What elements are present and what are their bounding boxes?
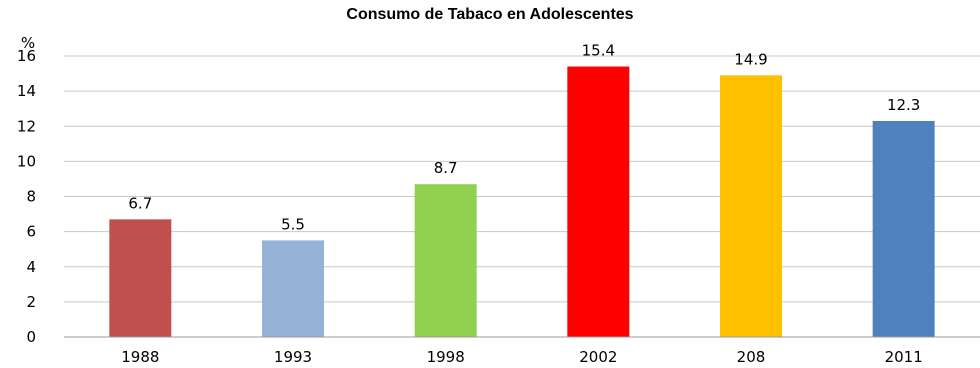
y-tick-label: 16 — [17, 47, 36, 65]
y-tick-label: 14 — [17, 82, 36, 100]
y-axis-label: % — [21, 34, 35, 52]
gridlines — [64, 55, 980, 338]
bar-2002 — [567, 66, 630, 337]
data-label: 14.9 — [734, 50, 767, 68]
chart-title: Consumo de Tabaco en Adolescentes — [346, 6, 634, 23]
bar-1993 — [262, 240, 324, 337]
data-label: 6.7 — [128, 194, 152, 212]
x-category-label: 1998 — [427, 348, 465, 366]
y-tick-label: 12 — [17, 117, 36, 135]
bar-208 — [720, 75, 782, 337]
y-tick-label: 0 — [26, 328, 36, 346]
x-category-label: 208 — [737, 348, 766, 366]
bar-1998 — [414, 184, 477, 337]
y-tick-label: 6 — [26, 223, 36, 241]
y-tick-label: 4 — [26, 258, 36, 276]
data-label: 12.3 — [887, 96, 920, 114]
bars — [109, 66, 935, 337]
x-axis-categories: 1988 1993 1998 2002 208 2011 — [121, 348, 923, 366]
data-labels: 6.7 5.5 8.7 15.4 14.9 12.3 — [128, 42, 920, 234]
bar-1988 — [109, 219, 172, 337]
y-tick-label: 2 — [26, 293, 36, 311]
bar-2011 — [872, 120, 935, 337]
data-label: 5.5 — [281, 215, 305, 233]
x-category-label: 2002 — [579, 348, 617, 366]
x-category-label: 1993 — [274, 348, 312, 366]
y-tick-label: 8 — [26, 188, 36, 206]
y-tick-label: 10 — [17, 152, 36, 170]
x-category-label: 2011 — [885, 348, 923, 366]
x-category-label: 1988 — [121, 348, 159, 366]
data-label: 8.7 — [434, 159, 458, 177]
data-label: 15.4 — [582, 42, 615, 60]
y-axis-ticks: 0 2 4 6 8 10 12 14 16 — [17, 47, 36, 346]
